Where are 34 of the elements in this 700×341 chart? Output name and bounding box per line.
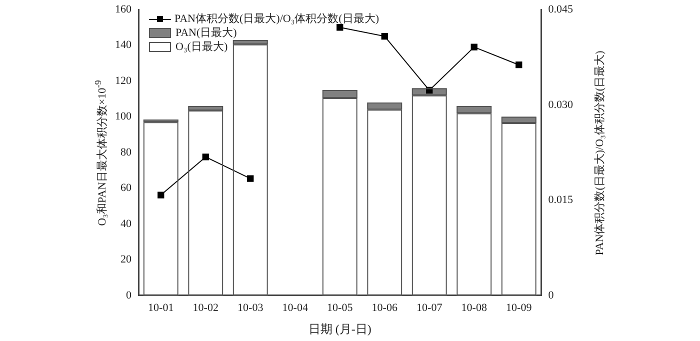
point — [202, 154, 209, 160]
y-tick-label: 20 — [120, 254, 132, 266]
y2-tick-label: 0.045 — [548, 3, 574, 16]
point — [336, 24, 344, 31]
x-tick-label: 10-02 — [192, 302, 218, 314]
x-tick-label: 10-07 — [416, 302, 443, 314]
y-tick-label: 140 — [115, 39, 132, 52]
x-tick-label: 10-05 — [327, 302, 354, 314]
x-tick-label: 10-03 — [238, 302, 264, 314]
y-tick-label: 0 — [126, 289, 132, 302]
x-tick-label: 10-04 — [282, 302, 308, 314]
x-tick-label: 10-06 — [372, 302, 398, 314]
y-tick-label: 160 — [115, 3, 132, 16]
x-tick-label: 10-09 — [506, 302, 532, 314]
y2-axis-title: PAN体积分数(日最大)/O₃体积分数(日最大) — [593, 49, 607, 257]
point — [158, 192, 164, 198]
y-tick-label: 80 — [120, 146, 132, 158]
legend-label: PAN体积分数(日最大)/O₃体积分数(日最大) — [174, 12, 379, 26]
y-tick-label: 40 — [120, 218, 132, 230]
point — [381, 32, 388, 40]
point — [247, 175, 254, 182]
x-tick-label: 10-08 — [461, 302, 488, 314]
y-tick-label: 100 — [115, 110, 132, 123]
y2-tick-label: 0.030 — [548, 98, 574, 111]
x-tick-label: 10-01 — [148, 302, 174, 314]
legend-label: PAN(日最大) — [176, 26, 237, 40]
y2-tick-label: 0.015 — [548, 194, 574, 206]
point — [470, 44, 478, 50]
point — [516, 62, 522, 68]
x-axis-title: 日期 (月-日) — [308, 322, 372, 336]
y2-tick-label: 0 — [548, 289, 554, 302]
y-tick-label: 60 — [120, 182, 132, 194]
series-label: O₃(日最大) — [176, 40, 228, 54]
y-tick-label: 120 — [115, 74, 132, 87]
